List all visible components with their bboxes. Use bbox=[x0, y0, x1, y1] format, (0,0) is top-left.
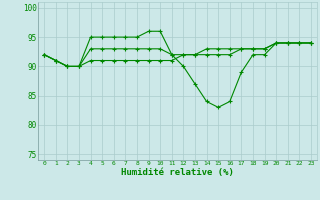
X-axis label: Humidité relative (%): Humidité relative (%) bbox=[121, 168, 234, 177]
